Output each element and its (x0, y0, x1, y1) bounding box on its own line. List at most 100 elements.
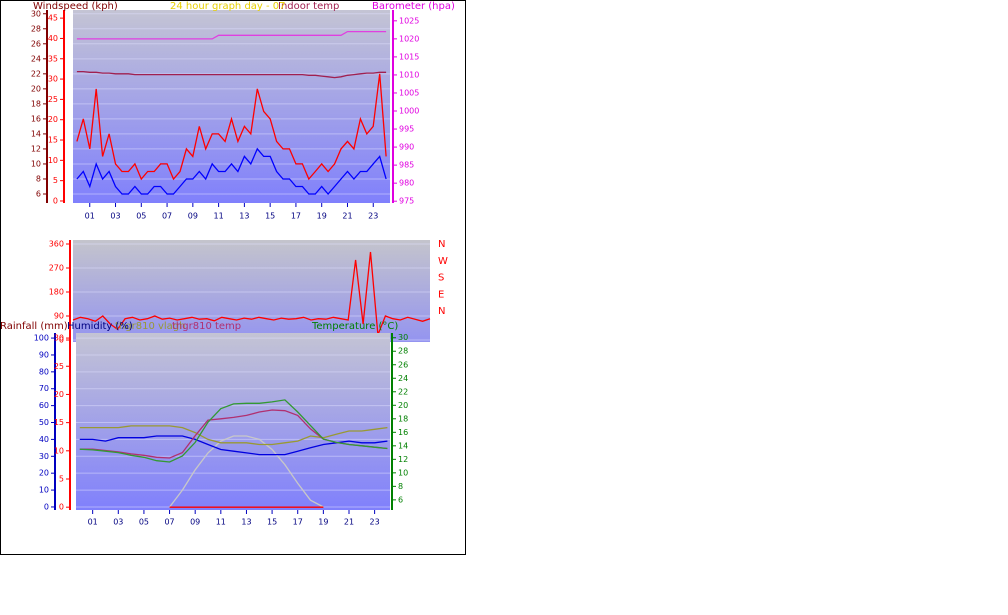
axis-title: Rainfall (mm) (0, 321, 68, 332)
axis-tick-label: 35 (48, 54, 58, 63)
axis-tick-label: 180 (49, 288, 64, 297)
axis-tick-label: 28 (31, 24, 41, 33)
x-tick-label: 19 (318, 518, 328, 527)
x-tick-label: 13 (239, 212, 249, 221)
axis-tick-label: 18 (398, 414, 408, 423)
axis-tick-label: 0 (44, 502, 49, 511)
series-line (72, 251, 431, 335)
axis-tick-label: 980 (399, 179, 414, 188)
x-tick-label: 17 (293, 518, 303, 527)
x-tick-label: 07 (162, 212, 172, 221)
axis-tick-label: 1025 (399, 16, 419, 25)
axis-tick-label: 270 (49, 264, 64, 273)
axis-tick-label: 30 (48, 75, 58, 84)
x-tick-label: 21 (344, 518, 354, 527)
series-line (76, 30, 387, 40)
x-tick-label: 17 (291, 212, 301, 221)
axis-tick-label: 80 (39, 367, 49, 376)
axis-tick-label: 1000 (399, 107, 419, 116)
x-tick-label: 19 (317, 212, 327, 221)
axis-tick-label: 6 (398, 495, 403, 504)
axis-tick-label: 8 (36, 174, 41, 183)
axis-tick-label: 1010 (399, 70, 419, 79)
x-tick-label: 05 (136, 212, 146, 221)
axis-title: 24 hour graph day - 07 (170, 1, 286, 12)
axis-tick-label: 25 (48, 95, 58, 104)
axis-tick-label: 1005 (399, 88, 419, 97)
axis-tick-label: S (438, 273, 444, 284)
axis-tick-label: 10 (31, 159, 41, 168)
axis-tick-label: 26 (31, 39, 41, 48)
axis-tick-label: 70 (39, 384, 49, 393)
plot-area (76, 333, 390, 510)
axis-title: Temperature (°C) (311, 321, 398, 332)
x-tick-label: 21 (342, 212, 352, 221)
x-tick-label: 23 (368, 212, 378, 221)
x-tick-label: 05 (139, 518, 149, 527)
axis-tick-label: 990 (399, 143, 414, 152)
axis-tick-label: N (438, 239, 445, 250)
axis-tick-label: 12 (31, 144, 41, 153)
x-tick-label: 15 (267, 518, 277, 527)
x-tick-label: 09 (188, 212, 198, 221)
axis-tick-label: 20 (398, 401, 408, 410)
axis-tick-label: 60 (39, 401, 49, 410)
axis-tick-label: 16 (31, 114, 41, 123)
x-tick-label: 03 (113, 518, 123, 527)
axis-tick-label: W (438, 256, 448, 267)
axis-tick-label: 1020 (399, 34, 419, 43)
axis-tick-label: 10 (54, 446, 64, 455)
axis-tick-label: 25 (54, 362, 64, 371)
axis-tick-label: 0 (53, 196, 58, 205)
axis-tick-label: 24 (398, 374, 408, 383)
series-line (79, 399, 388, 463)
x-tick-label: 15 (265, 212, 275, 221)
legend-label: thgr810 vlagh (115, 321, 186, 332)
axis-tick-label: 40 (39, 435, 49, 444)
axis-tick-label: 100 (34, 334, 49, 343)
axis-tick-label: 22 (31, 69, 41, 78)
axis-tick-label: 20 (31, 84, 41, 93)
axis-tick-label: 90 (54, 312, 64, 321)
axis-tick-label: 30 (54, 334, 64, 343)
legend-label: thgr810 temp (172, 321, 241, 332)
x-tick-label: 07 (164, 518, 174, 527)
axis-tick-label: 20 (48, 115, 58, 124)
x-tick-label: 11 (214, 212, 224, 221)
axis-tick-label: 50 (39, 418, 49, 427)
axis-title: Barometer (hpa) (372, 1, 455, 12)
axis-tick-label: 90 (39, 350, 49, 359)
axis-tick-label: 45 (48, 14, 58, 23)
axis-tick-label: 28 (398, 347, 408, 356)
axis-tick-label: 0 (59, 336, 64, 345)
axis-tick-label: N (438, 306, 445, 317)
x-tick-label: 01 (85, 212, 95, 221)
axis-tick-label: 10 (39, 486, 49, 495)
legend-label: Indoor temp (278, 1, 339, 12)
axis-tick-label: 15 (54, 418, 64, 427)
axis-tick-label: E (438, 289, 444, 300)
axis-tick-label: 24 (31, 54, 41, 63)
axis-tick-label: 975 (399, 197, 414, 206)
series-line (79, 425, 388, 446)
axis-tick-label: 22 (398, 387, 408, 396)
axis-tick-label: 12 (398, 455, 408, 464)
axis-title: Windspeed (kph) (33, 1, 118, 12)
axis-tick-label: 360 (49, 240, 64, 249)
axis-tick-label: 15 (48, 136, 58, 145)
axis-tick-label: 985 (399, 161, 414, 170)
axis-tick-label: 5 (53, 176, 58, 185)
axis-tick-label: 30 (31, 9, 41, 18)
axis-title: Humidity (%) (67, 321, 133, 332)
x-tick-label: 09 (190, 518, 200, 527)
plot-area (73, 10, 390, 203)
axis-tick-label: 18 (31, 99, 41, 108)
axis-tick-label: 14 (31, 129, 41, 138)
axis-tick-label: 30 (39, 452, 49, 461)
axis-tick-label: 0 (59, 503, 64, 512)
axis-tick-label: 8 (398, 482, 403, 491)
x-tick-label: 03 (110, 212, 120, 221)
series-line (76, 147, 387, 195)
axis-tick-label: 26 (398, 360, 408, 369)
